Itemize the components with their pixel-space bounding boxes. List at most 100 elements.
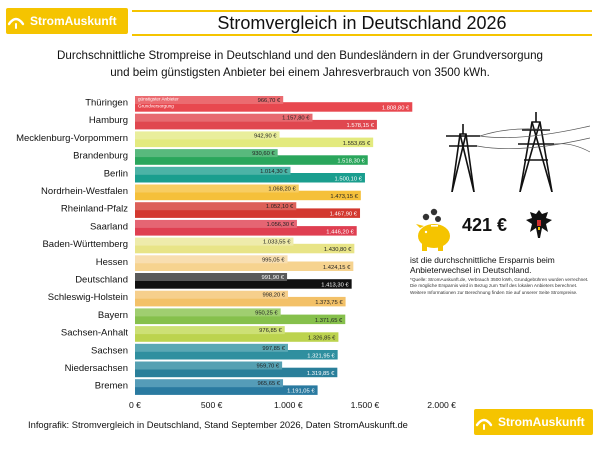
category-label: Mecklenburg-Vorpommern [16, 133, 128, 144]
data-label-cheapest: 998,20 € [262, 293, 285, 299]
savings-text: ist die durchschnittliche Ersparnis beim… [410, 255, 555, 275]
bar-base [135, 385, 318, 395]
bar-base [135, 119, 377, 130]
footer-text: Infografik: Stromvergleich in Deutschlan… [28, 419, 408, 430]
subtitle-line-2: und beim günstigsten Anbieter bei einem … [110, 66, 490, 79]
category-label: Deutschland [75, 275, 128, 286]
x-tick-label: 1.000 € [274, 400, 303, 410]
bar-cheapest [135, 96, 284, 104]
bar-base [135, 155, 368, 165]
bar-cheapest [135, 326, 285, 335]
bar-base [135, 190, 361, 201]
bar-cheapest [135, 273, 288, 281]
bar-cheapest [135, 219, 297, 228]
savings-amount: 421 € [462, 215, 508, 235]
category-label: Sachsen [91, 345, 128, 356]
data-label-cheapest: 997,85 € [262, 346, 285, 352]
category-label: Niedersachsen [65, 363, 128, 374]
bar-cheapest [135, 361, 283, 370]
data-label-base: 1.578,15 € [347, 123, 375, 129]
category-label: Rheinland-Pfalz [61, 204, 128, 215]
data-label-cheapest: 966,70 € [258, 98, 281, 104]
bar-cheapest [135, 184, 299, 193]
data-label-cheapest: 942,90 € [254, 133, 277, 139]
brand-name: StromAuskunft [30, 14, 117, 28]
bulb-icon [475, 418, 493, 430]
data-label-base: 1.424,15 € [323, 265, 351, 271]
data-label-cheapest: 995,05 € [262, 257, 285, 263]
data-label-base: 1.326,85 € [308, 336, 336, 342]
data-label-base: 1.191,05 € [287, 389, 315, 395]
legend-cheapest: günstigster Anbieter [138, 97, 179, 102]
data-label-base: 1.500,10 € [335, 176, 363, 182]
data-label-cheapest: 1.033,55 € [263, 240, 291, 246]
category-label: Baden-Württemberg [42, 239, 128, 250]
x-tick-label: 0 € [129, 400, 141, 410]
bar-base [135, 296, 346, 307]
data-label-cheapest: 965,65 € [257, 381, 280, 387]
x-tick-label: 2.000 € [427, 400, 456, 410]
bulb-icon [7, 17, 25, 29]
subtitle-line-1: Durchschnittliche Strompreise in Deutsch… [57, 49, 543, 62]
category-label: Berlin [104, 168, 128, 179]
brand-logo-top: StromAuskunft [6, 8, 128, 34]
bar-base [135, 350, 338, 360]
eagle-icon [526, 210, 552, 238]
bar-cheapest [135, 113, 313, 122]
data-label-base: 1.473,15 € [330, 194, 358, 200]
data-label-cheapest: 991,90 € [261, 275, 284, 281]
bar-base [135, 208, 361, 218]
category-label: Bremen [95, 381, 128, 392]
category-label: Saarland [90, 221, 128, 232]
bar-cheapest [135, 237, 294, 246]
data-label-base: 1.446,20 € [326, 229, 354, 235]
power-pylon-icon [446, 112, 590, 192]
x-tick-label: 1.500 € [351, 400, 380, 410]
legend-base: Grundversorgung [138, 104, 174, 109]
bar-cheapest [135, 379, 284, 388]
data-label-cheapest: 1.157,80 € [282, 116, 310, 122]
brand-name: StromAuskunft [498, 415, 585, 429]
data-label-base: 1.467,90 € [330, 212, 358, 218]
bar-base [135, 243, 355, 254]
data-label-base: 1.413,30 € [321, 283, 349, 289]
data-label-cheapest: 950,25 € [255, 310, 278, 316]
bar-base [135, 261, 354, 271]
data-label-base: 1.371,65 € [315, 318, 343, 324]
data-label-base: 1.321,95 € [307, 353, 335, 359]
bar-base [135, 367, 338, 378]
bar-base [135, 137, 374, 148]
data-label-base: 1.553,65 € [343, 141, 371, 147]
data-label-cheapest: 976,85 € [259, 328, 282, 334]
data-label-base: 1.430,80 € [324, 247, 352, 253]
bar-base [135, 226, 357, 236]
data-label-cheapest: 1.068,20 € [268, 187, 296, 193]
bar-cheapest [135, 308, 281, 317]
data-label-cheapest: 1.056,30 € [267, 222, 295, 228]
bar-base [135, 332, 339, 342]
bar-base [135, 314, 346, 325]
data-label-cheapest: 930,60 € [252, 151, 275, 157]
data-label-cheapest: 1.052,10 € [266, 204, 294, 210]
bar-base [135, 279, 352, 289]
page-title: Stromvergleich in Deutschland 2026 [132, 10, 592, 36]
bar-cheapest [135, 149, 278, 158]
bar-cheapest [135, 255, 288, 264]
data-label-base: 1.808,80 € [382, 106, 410, 112]
x-tick-label: 500 € [201, 400, 223, 410]
brand-logo-bottom: StromAuskunft [474, 409, 593, 435]
data-label-base: 1.373,75 € [315, 300, 343, 306]
bar-cheapest [135, 166, 291, 175]
category-label: Bayern [98, 310, 128, 321]
source-note: *Quelle: StromAuskunft.de, Verbrauch 350… [410, 277, 589, 295]
data-label-cheapest: 1.014,30 € [260, 169, 288, 175]
bar-base [135, 102, 413, 112]
category-label: Thüringen [85, 98, 128, 109]
bar-cheapest [135, 202, 297, 211]
data-label-base: 1.319,85 € [307, 371, 335, 377]
chart-subtitle: Durchschnittliche Strompreise in Deutsch… [20, 47, 580, 81]
category-label: Hessen [96, 257, 128, 268]
category-label: Schleswig-Holstein [48, 292, 128, 303]
bar-cheapest [135, 290, 289, 299]
